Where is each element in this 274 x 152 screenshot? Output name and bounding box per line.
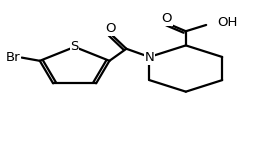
Text: OH: OH (217, 16, 237, 29)
Text: S: S (70, 40, 79, 53)
Text: Br: Br (6, 51, 20, 64)
Text: O: O (162, 12, 172, 26)
Text: O: O (105, 22, 115, 35)
Text: N: N (145, 51, 154, 64)
